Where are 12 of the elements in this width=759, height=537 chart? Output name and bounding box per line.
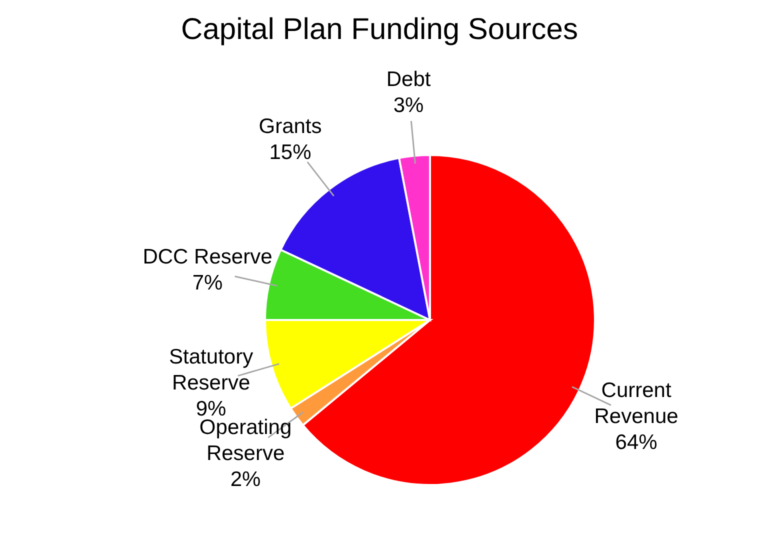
data-label: 64% [615,431,658,454]
slice-label: DCC Reserve [142,245,272,268]
slice-label: Debt [386,68,431,92]
slice-label: Current Revenue [594,379,678,428]
data-label: 7% [192,271,223,294]
slice-label: Grants [258,114,322,138]
data-label: 15% [269,140,312,164]
data-label: 3% [393,94,424,118]
slice-label: Operating Reserve [199,416,292,466]
chart-title: Capital Plan Funding Sources [181,13,578,46]
data-label: 2% [230,468,261,492]
slice-label: Statutory Reserve [169,346,254,395]
